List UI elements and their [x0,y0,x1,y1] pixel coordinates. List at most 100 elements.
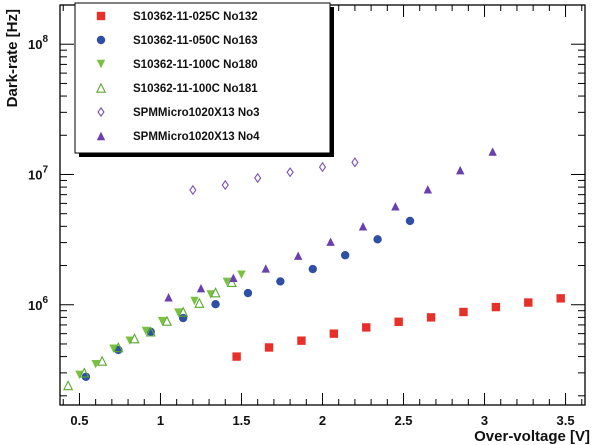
y-tick-exponent: 6 [42,295,48,306]
data-point [229,273,238,283]
y-axis-title: Dark-rate [Hz] [4,9,21,107]
data-point [141,326,151,336]
data-point [326,237,335,246]
data-point [157,316,167,326]
y-tick-exponent: 7 [42,164,48,175]
legend-entry: SPMMicro1020X13 No4 [96,131,260,143]
y-tick-base: 10 [28,167,42,182]
legend-marker [96,131,106,141]
data-point [75,370,84,379]
series-4 [63,276,237,391]
legend-label: SPMMicro1020X13 No4 [133,131,260,143]
data-point [178,306,189,317]
data-point [232,352,241,361]
data-point [237,270,246,279]
legend-entry: SPMMicro1020X13 No3 [97,106,260,119]
legend-marker [95,82,107,93]
legend-box [74,2,331,154]
x-axis-title: Over-voltage [V] [474,428,590,445]
y-tick-label: 106 [28,295,48,313]
data-point [145,326,156,337]
data-point [109,344,118,353]
series-3 [75,270,246,379]
data-point [423,185,433,194]
data-point [91,359,100,369]
x-tick-label: 2 [319,413,326,428]
data-point [351,157,359,168]
data-point [394,317,403,326]
data-point [178,313,188,323]
legend-label: S10362-11-025C No132 [133,11,258,23]
data-point [308,264,317,274]
data-point [226,276,237,287]
data-point [488,147,497,156]
data-point [222,277,232,287]
data-point [293,251,303,260]
data-point [556,294,565,303]
data-point [129,333,140,344]
data-point [264,343,274,352]
data-point [329,329,339,338]
data-point [362,323,371,332]
y-tick-label: 107 [28,164,48,182]
data-point [243,288,253,298]
data-point [286,167,294,178]
x-tick-label: 2.5 [394,413,412,428]
data-point [261,264,270,273]
y-tick-base: 10 [28,298,42,313]
x-tick-label: 3 [481,413,488,428]
x-tick-label: 3.5 [557,413,575,428]
data-point [210,287,221,298]
x-tick-label: 0.5 [70,413,88,428]
x-tick-label: 1 [157,413,164,428]
data-point [318,161,327,173]
data-point [426,313,436,322]
series-1 [232,294,565,361]
legend-label: S10362-11-100C No180 [133,59,258,71]
data-point [97,355,108,366]
y-tick-label: 108 [28,34,48,52]
data-point [164,293,173,302]
data-point [456,165,465,175]
data-point [405,216,415,226]
data-point [221,179,229,191]
legend: S10362-11-025C No132 S10362-11-050C No163… [74,2,334,157]
legend-entry: S10362-11-050C No163 [96,35,258,47]
data-point [196,283,206,293]
axis-labels: Over-voltage [V] Dark-rate [Hz] [4,9,590,445]
legend-entry: S10362-11-100C No180 [96,59,258,71]
legend-marker [97,106,105,118]
y-tick-base: 10 [28,37,42,52]
legend-entry: S10362-11-100C No181 [95,82,258,95]
data-point [459,307,468,317]
data-point [79,367,90,378]
data-point [161,315,173,326]
series-6 [164,147,497,302]
data-points [63,147,565,391]
data-point [125,336,134,345]
data-point [524,298,533,307]
legend-marker [96,35,106,45]
data-point [340,251,350,260]
data-point [373,235,382,244]
data-point [113,342,124,353]
legend-marker [96,11,106,21]
legend-label: SPMMicro1020X13 No3 [133,107,260,119]
x-tick-label: 1.5 [232,413,250,428]
y-tick-exponent: 8 [42,34,48,45]
legend-label: S10362-11-050C No163 [133,35,258,47]
data-point [391,202,400,211]
data-point [174,308,183,317]
data-point [211,299,220,309]
data-point [358,222,368,231]
series-5 [189,157,359,196]
series-2 [81,216,415,381]
data-point [206,290,215,299]
legend-entry: S10362-11-025C No132 [96,11,258,23]
data-point [190,296,199,306]
legend-marker [96,59,106,69]
data-point [146,327,155,336]
data-point [194,297,205,308]
data-point [491,302,501,312]
